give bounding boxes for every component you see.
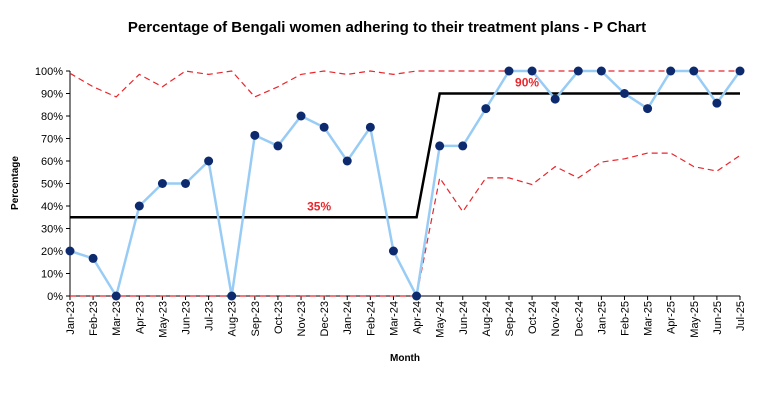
y-tick-label: 90% [41, 89, 63, 101]
data-point [412, 291, 422, 301]
data-point [319, 122, 329, 132]
x-tick-label: Feb-23 [88, 301, 100, 336]
data-point [388, 246, 398, 256]
y-tick-label: 70% [41, 134, 63, 146]
centre-line-label: 35% [307, 199, 331, 213]
series-line-lower-control-limit [70, 152, 741, 297]
x-tick-label: Dec-24 [573, 301, 585, 336]
series-line-percentage [69, 69, 742, 300]
data-point [712, 98, 722, 108]
x-tick-label: Nov-24 [550, 301, 562, 336]
y-tick-label: 80% [41, 111, 63, 123]
x-tick-label: Nov-23 [296, 301, 308, 336]
data-point [250, 130, 260, 140]
x-tick-label: Apr-23 [134, 301, 146, 334]
x-tick-label: Jul-23 [204, 301, 216, 331]
x-tick-label: May-24 [435, 301, 447, 338]
x-tick-label: Oct-23 [273, 301, 285, 334]
data-point [504, 66, 514, 76]
x-tick-label: Jun-24 [458, 301, 470, 335]
centre-line-label: 90% [515, 76, 539, 90]
x-tick-label: May-23 [157, 301, 169, 338]
data-point [527, 66, 537, 76]
data-point [134, 201, 144, 211]
x-tick-label: Sep-23 [250, 301, 262, 336]
x-tick-label: Mar-25 [643, 301, 655, 336]
data-point [157, 179, 167, 188]
chart-title: Percentage of Bengali women adhering to … [128, 19, 646, 36]
series-line-upper-control-limit [69, 70, 740, 98]
y-tick-label: 30% [41, 224, 63, 236]
data-point [596, 66, 606, 76]
x-tick-label: May-25 [689, 301, 701, 338]
x-tick-label: Jun-23 [181, 301, 193, 335]
x-axis-title: Month [390, 353, 420, 364]
data-point [458, 141, 468, 151]
x-tick-label: Dec-23 [319, 301, 331, 336]
x-tick-label: Apr-24 [412, 301, 424, 334]
x-tick-label: Jan-25 [596, 301, 608, 335]
data-point [481, 104, 491, 114]
data-point [643, 104, 653, 114]
x-tick-label: Jan-24 [342, 301, 354, 335]
data-point [273, 141, 283, 151]
x-tick-label: Mar-24 [388, 301, 400, 336]
x-tick-label: Feb-25 [619, 301, 631, 336]
x-tick-label: Jun-25 [712, 301, 724, 335]
data-point [573, 66, 583, 76]
x-tick-label: Aug-24 [481, 301, 493, 336]
data-point [296, 111, 306, 121]
x-tick-label: Sep-24 [504, 301, 516, 336]
x-tick-label: Mar-23 [111, 301, 123, 336]
data-point [181, 179, 191, 188]
x-tick-label: Feb-24 [365, 301, 377, 336]
y-tick-label: 20% [41, 246, 63, 258]
data-point [550, 94, 560, 104]
x-tick-label: Jul-25 [735, 301, 747, 331]
x-tick-label: Aug-23 [227, 301, 239, 336]
data-point [365, 122, 375, 132]
x-tick-label: Oct-24 [527, 301, 539, 334]
y-tick-label: 10% [41, 269, 63, 281]
data-point [689, 66, 699, 76]
data-point [666, 66, 676, 76]
data-point [735, 66, 745, 76]
y-tick-label: 40% [41, 201, 63, 213]
y-tick-label: 60% [41, 156, 63, 168]
data-point [619, 89, 629, 98]
data-point [342, 156, 352, 166]
y-axis-title: Percentage [10, 156, 21, 210]
data-point [204, 156, 214, 166]
data-point [88, 253, 98, 263]
y-tick-label: 50% [41, 179, 63, 191]
data-point [111, 291, 121, 301]
y-tick-label: 0% [47, 291, 63, 303]
data-point [227, 291, 237, 301]
series-line-centre-line [70, 92, 740, 219]
x-tick-label: Jan-23 [65, 301, 77, 335]
y-tick-label: 100% [35, 66, 63, 78]
x-tick-label: Apr-25 [666, 301, 678, 334]
data-point [65, 246, 75, 256]
data-point [435, 141, 445, 151]
